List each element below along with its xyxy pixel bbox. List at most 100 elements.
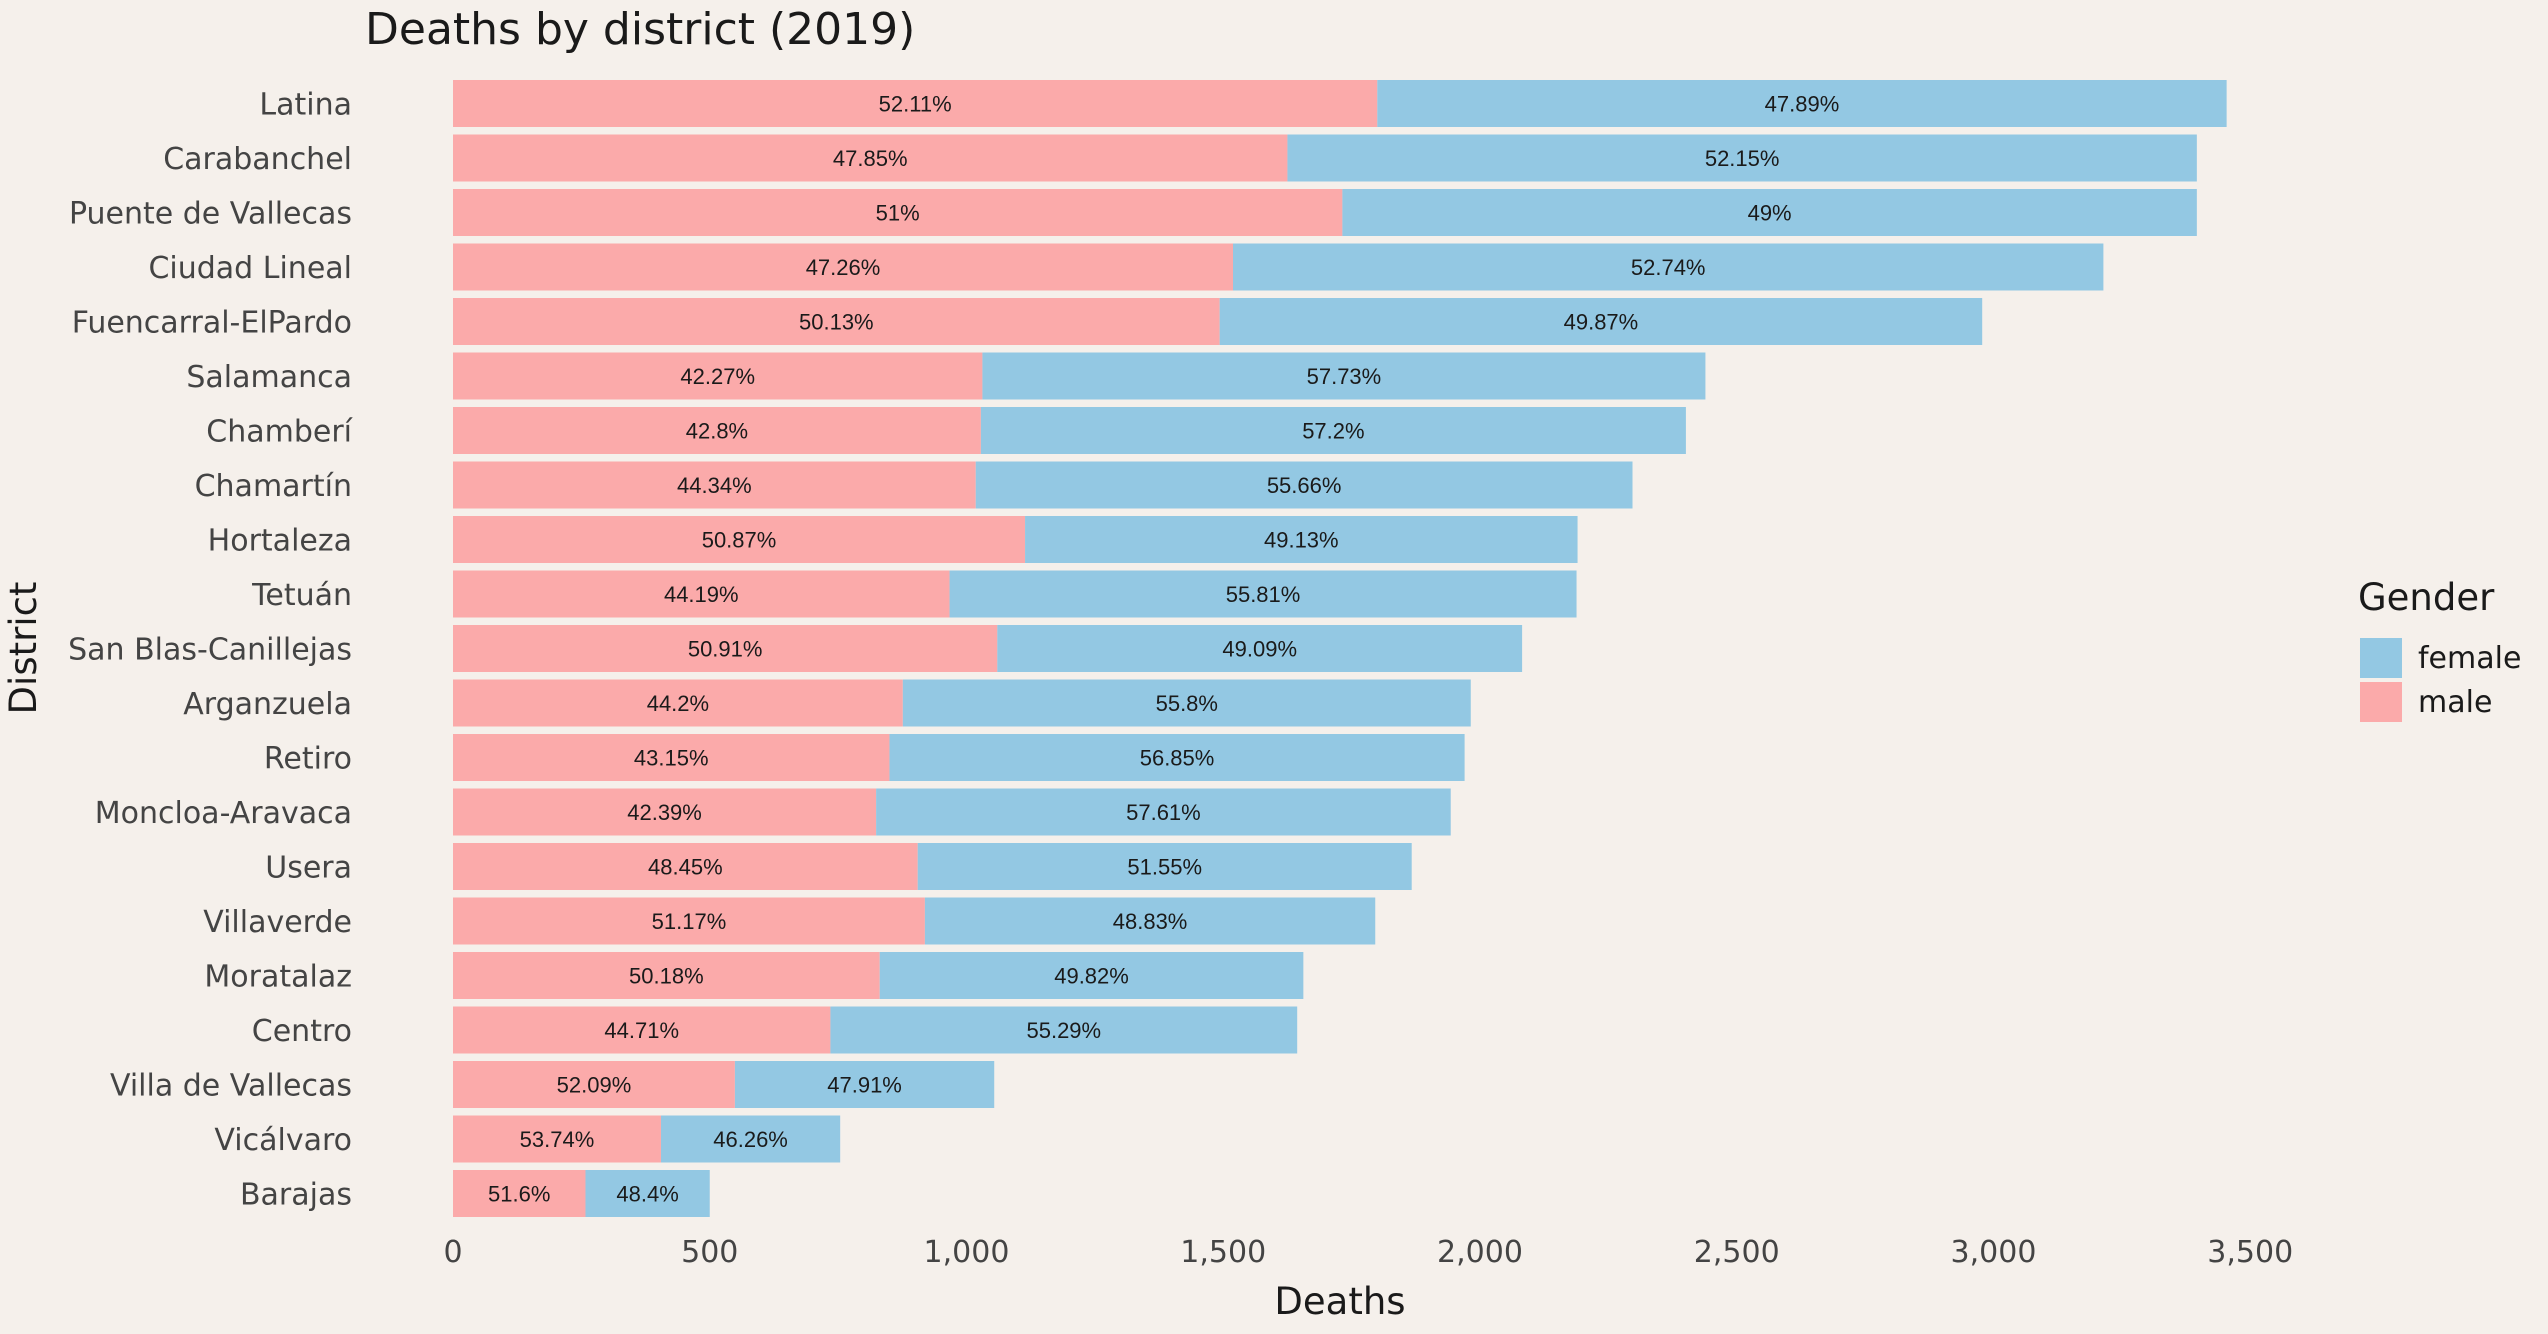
- bar-label-male: 50.18%: [629, 964, 704, 989]
- bar-label-female: 51.55%: [1127, 855, 1202, 880]
- bar-label-female: 52.15%: [1705, 146, 1780, 171]
- bar-label-male: 51.17%: [652, 909, 727, 934]
- y-axis-title: District: [2, 582, 45, 715]
- bar-male: [453, 1061, 735, 1108]
- x-axis-title: Deaths: [1274, 1280, 1405, 1323]
- legend-swatch-male: [2360, 682, 2402, 722]
- bar-male: [453, 1115, 661, 1163]
- bar-male: [453, 625, 998, 672]
- bar-female: [830, 1006, 1298, 1054]
- bar-male: [453, 570, 950, 618]
- bar-female: [949, 570, 1577, 618]
- bar-label-female: 49.09%: [1222, 637, 1297, 662]
- category-label: Centro: [252, 1014, 352, 1049]
- category-label: Moratalaz: [204, 960, 352, 995]
- bar-male: [453, 952, 880, 999]
- bar-female: [660, 1115, 841, 1163]
- bar-label-female: 52.74%: [1631, 255, 1706, 280]
- bar-label-male: 44.19%: [664, 582, 739, 607]
- bar-female: [917, 843, 1412, 890]
- legend-label-female: female: [2418, 641, 2521, 676]
- chart-title: Deaths by district (2019): [365, 4, 915, 55]
- bar-label-male: 48.45%: [648, 855, 723, 880]
- bar-label-female: 55.81%: [1226, 582, 1301, 607]
- bar-female: [980, 407, 1686, 454]
- bar-male: [453, 243, 1234, 291]
- x-tick-label: 3,000: [1951, 1235, 2037, 1270]
- bar-female: [975, 461, 1633, 509]
- bar-male: [453, 80, 1378, 127]
- category-label: Carabanchel: [163, 142, 352, 177]
- bar-label-male: 52.11%: [879, 92, 952, 117]
- category-label: Ciudad Lineal: [148, 251, 352, 286]
- bar-female: [734, 1061, 995, 1108]
- category-label: Chamberí: [206, 415, 353, 450]
- category-label: San Blas-Canillejas: [68, 633, 352, 668]
- bar-label-female: 49.87%: [1564, 310, 1639, 335]
- bar-male: [453, 461, 976, 509]
- bar-label-male: 53.74%: [520, 1127, 595, 1152]
- category-label: Usera: [265, 851, 352, 886]
- bar-label-male: 44.2%: [647, 691, 709, 716]
- bar-male: [453, 189, 1343, 236]
- bar-label-female: 57.61%: [1126, 800, 1201, 825]
- bar-male: [453, 1006, 831, 1054]
- category-label: Barajas: [240, 1178, 352, 1213]
- bar-label-female: 57.2%: [1302, 419, 1364, 444]
- bar-female: [1287, 134, 2197, 182]
- bar-label-male: 42.8%: [686, 419, 748, 444]
- bar-male: [453, 352, 983, 400]
- x-tick-label: 2,500: [1694, 1235, 1780, 1270]
- bar-male: [453, 843, 918, 890]
- bars: 52.11% 47.89% 47.85% 52.15% 51% 49% 47.26% 52.7…: [453, 80, 2227, 1217]
- category-label: Latina: [259, 88, 352, 123]
- x-tick-label: 1,000: [924, 1235, 1010, 1270]
- bar-male: [453, 734, 890, 781]
- bar-female: [585, 1170, 710, 1217]
- legend: Gender female male: [2358, 576, 2521, 722]
- x-tick-label: 1,500: [1180, 1235, 1266, 1270]
- legend-label-male: male: [2418, 685, 2492, 720]
- category-label: Chamartín: [195, 469, 352, 504]
- legend-swatch-female: [2360, 638, 2402, 678]
- category-label: Puente de Vallecas: [69, 197, 352, 232]
- category-labels: Latina Carabanchel Puente de Vallecas Ciuda…: [68, 88, 354, 1213]
- category-label: Hortaleza: [208, 524, 352, 559]
- bar-label-male: 44.71%: [604, 1018, 679, 1043]
- bar-label-female: 55.66%: [1267, 473, 1342, 498]
- category-label: Villaverde: [203, 905, 352, 940]
- bar-label-male: 50.87%: [702, 528, 777, 553]
- x-tick-label: 3,500: [2207, 1235, 2293, 1270]
- bar-label-male: 50.91%: [688, 637, 763, 662]
- bar-label-female: 56.85%: [1140, 746, 1215, 771]
- category-label: Vicálvaro: [214, 1123, 352, 1158]
- bar-label-female: 57.73%: [1307, 364, 1382, 389]
- category-label: Retiro: [264, 742, 352, 777]
- bar-label-male: 43.15%: [634, 746, 709, 771]
- bar-female: [1377, 80, 2227, 127]
- bar-male: [453, 516, 1026, 563]
- bar-label-female: 47.89%: [1765, 92, 1840, 117]
- bar-label-female: 48.83%: [1113, 909, 1188, 934]
- category-label: Moncloa-Aravaca: [95, 796, 352, 831]
- x-axis-ticks: 0 500 1,000 1,500 2,000 2,500 3,000 3,500: [443, 1235, 2293, 1270]
- category-label: Tetuán: [251, 578, 352, 613]
- bar-female: [879, 952, 1304, 999]
- bar-label-female: 49.13%: [1264, 528, 1339, 553]
- bar-male: [453, 788, 877, 836]
- bar-male: [453, 407, 981, 454]
- bar-female: [1025, 516, 1578, 563]
- bar-label-male: 52.09%: [557, 1073, 632, 1098]
- bar-male: [453, 298, 1220, 345]
- bar-label-male: 42.39%: [627, 800, 702, 825]
- x-tick-label: 2,000: [1437, 1235, 1523, 1270]
- bar-label-male: 47.26%: [806, 255, 881, 280]
- bar-female: [889, 734, 1465, 781]
- bar-male: [453, 134, 1288, 182]
- bar-label-male: 51.6%: [488, 1182, 550, 1207]
- category-label: Salamanca: [186, 360, 352, 395]
- bar-male: [453, 1170, 586, 1217]
- bar-female: [924, 897, 1376, 945]
- bar-female: [997, 625, 1523, 672]
